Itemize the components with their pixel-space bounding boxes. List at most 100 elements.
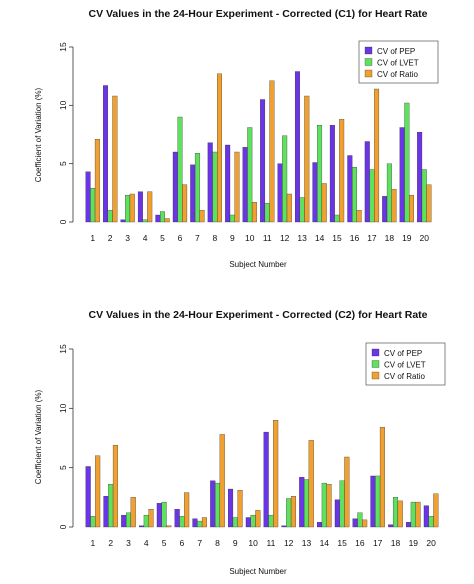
x-tick-label: 9 xyxy=(233,538,238,548)
bar xyxy=(166,525,172,528)
bar xyxy=(290,495,296,528)
x-tick-label: 11 xyxy=(266,538,275,548)
x-tick-label: 8 xyxy=(215,538,220,548)
x-tick-label: 15 xyxy=(332,233,342,243)
bar xyxy=(433,493,439,528)
bar xyxy=(242,147,248,223)
legend-swatch xyxy=(364,46,373,55)
x-tick-label: 18 xyxy=(391,538,401,548)
bar xyxy=(90,516,96,528)
bar xyxy=(408,195,414,223)
bar xyxy=(232,517,238,528)
bar xyxy=(125,512,132,528)
bar xyxy=(339,480,345,528)
bar xyxy=(344,456,350,528)
x-tick-label: 4 xyxy=(144,538,149,548)
x-tick-label: 18 xyxy=(385,233,395,243)
bar xyxy=(260,99,266,223)
x-tick-label: 6 xyxy=(180,538,185,548)
bar xyxy=(112,444,118,528)
bar xyxy=(268,514,274,528)
x-tick-label: 5 xyxy=(160,233,165,243)
x-tick-label: 19 xyxy=(409,538,419,548)
bar xyxy=(177,116,183,223)
bar xyxy=(251,202,257,223)
bar xyxy=(214,482,221,528)
x-axis-label: Subject Number xyxy=(229,567,287,576)
x-tick-label: 7 xyxy=(197,538,202,548)
x-tick-label: 16 xyxy=(355,538,365,548)
bar xyxy=(421,169,427,223)
x-tick-label: 16 xyxy=(350,233,360,243)
bar xyxy=(406,522,412,528)
y-axis-label: Coefficient of Variation (%) xyxy=(34,389,43,484)
bar xyxy=(120,219,126,223)
bar xyxy=(184,492,190,528)
bar xyxy=(212,151,218,223)
x-tick-label: 19 xyxy=(402,233,412,243)
x-tick-label: 20 xyxy=(426,538,436,548)
bar xyxy=(190,164,196,223)
chart-panel-c1: CV Values in the 24-Hour Experiment - Co… xyxy=(34,8,439,269)
x-tick-label: 4 xyxy=(143,233,148,243)
bar xyxy=(148,509,154,528)
legend-label: CV of PEP xyxy=(384,349,422,358)
bar xyxy=(121,514,127,528)
bar xyxy=(304,95,310,223)
bar xyxy=(125,195,131,223)
y-tick-label: 0 xyxy=(58,524,68,529)
bar xyxy=(351,167,357,223)
bar xyxy=(156,503,162,528)
legend-label: CV of PEP xyxy=(377,47,415,56)
x-tick-label: 17 xyxy=(373,538,383,548)
bar xyxy=(286,193,292,223)
bar xyxy=(423,505,429,528)
legend-swatch xyxy=(371,360,380,368)
legend-swatch xyxy=(364,58,373,66)
x-tick-label: 17 xyxy=(367,233,377,243)
bar xyxy=(103,495,109,528)
x-tick-label: 11 xyxy=(263,233,272,243)
bar xyxy=(161,501,167,528)
legend-label: CV of Ratio xyxy=(384,372,425,381)
legend: CV of PEP CV of LVET CV of Ratio xyxy=(358,40,439,84)
bar xyxy=(139,525,145,528)
bar xyxy=(356,210,362,223)
bar xyxy=(339,119,345,223)
legend-box xyxy=(365,342,446,386)
bar xyxy=(182,184,188,223)
bar xyxy=(321,482,327,528)
x-tick-label: 3 xyxy=(126,538,131,548)
x-tick-label: 14 xyxy=(315,233,325,243)
legend-box xyxy=(358,40,439,84)
bar xyxy=(217,73,222,223)
x-tick-label: 3 xyxy=(125,233,130,243)
bar xyxy=(415,501,421,528)
bar xyxy=(264,203,270,223)
bar xyxy=(107,210,113,223)
bar xyxy=(417,132,423,223)
bar xyxy=(334,499,340,528)
chart-title: CV Values in the 24-Hour Experiment - Co… xyxy=(89,8,428,20)
bar xyxy=(245,517,251,528)
bar xyxy=(85,466,91,528)
x-tick-label: 1 xyxy=(91,538,96,548)
bar xyxy=(303,479,310,528)
x-tick-label: 20 xyxy=(420,233,430,243)
bar xyxy=(364,141,370,223)
bar xyxy=(94,139,100,223)
bar xyxy=(308,440,314,528)
bar xyxy=(426,184,432,223)
legend-label: CV of LVET xyxy=(377,59,419,68)
legend: CV of PEP CV of LVET CV of Ratio xyxy=(365,342,446,386)
bar xyxy=(379,427,385,528)
bar xyxy=(392,497,399,528)
bar xyxy=(277,163,283,223)
y-axis-label: Coefficient of Variation (%) xyxy=(34,87,43,182)
bar xyxy=(357,512,363,528)
bar xyxy=(137,191,143,223)
bar xyxy=(362,519,368,528)
y-tick-label: 5 xyxy=(58,465,68,470)
x-tick-label: 7 xyxy=(195,233,200,243)
